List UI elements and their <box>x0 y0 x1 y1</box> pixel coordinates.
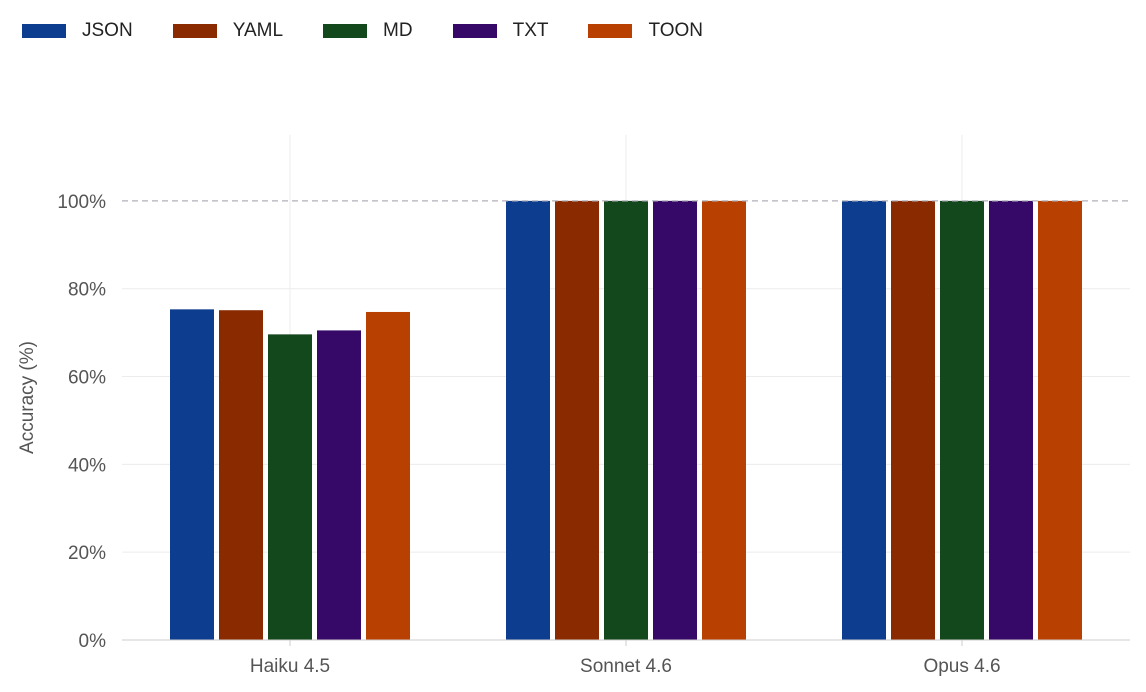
legend-item: JSON <box>22 20 133 42</box>
bar-md-2 <box>940 200 984 640</box>
x-tick-label: Haiku 4.5 <box>250 656 330 677</box>
bar-txt-0 <box>317 330 361 640</box>
bar-json-0 <box>170 309 214 640</box>
legend-swatch <box>172 24 217 38</box>
bar-txt-1 <box>653 200 697 640</box>
x-tick-label: Sonnet 4.6 <box>580 656 672 677</box>
legend-label: JSON <box>82 20 133 41</box>
x-tick-label: Opus 4.6 <box>923 656 1000 677</box>
y-tick-label: 60% <box>68 368 106 389</box>
bar-md-0 <box>268 334 312 640</box>
y-tick-label: 0% <box>79 631 107 652</box>
legend-swatch <box>452 24 497 38</box>
bar-txt-2 <box>989 200 1033 640</box>
bar-yaml-2 <box>891 200 935 640</box>
legend: JSON YAML MD TXT TOON <box>22 20 743 42</box>
legend-swatch <box>22 24 66 38</box>
legend-label: TOON <box>648 20 704 41</box>
legend-item: MD <box>323 20 413 42</box>
bar-json-1 <box>506 200 550 640</box>
legend-item: YAML <box>172 20 284 42</box>
bar-md-1 <box>604 200 648 640</box>
legend-swatch <box>323 24 368 38</box>
bar-json-2 <box>842 200 886 640</box>
legend-label: YAML <box>232 20 284 41</box>
y-tick-label: 40% <box>68 455 106 476</box>
bar-toon-1 <box>702 200 746 640</box>
y-tick-label: 20% <box>68 543 106 564</box>
legend-label: MD <box>383 20 413 41</box>
bar-yaml-1 <box>555 200 599 640</box>
bar-toon-0 <box>366 311 410 640</box>
legend-item: TOON <box>588 20 703 42</box>
bar-yaml-0 <box>219 310 263 640</box>
y-axis-label: Accuracy (%) <box>17 341 38 454</box>
legend-swatch <box>588 24 633 38</box>
bar-toon-2 <box>1038 200 1082 640</box>
legend-label: TXT <box>512 20 549 41</box>
y-tick-label: 80% <box>68 280 106 301</box>
y-tick-label: 100% <box>57 192 106 213</box>
legend-item: TXT <box>452 20 549 42</box>
